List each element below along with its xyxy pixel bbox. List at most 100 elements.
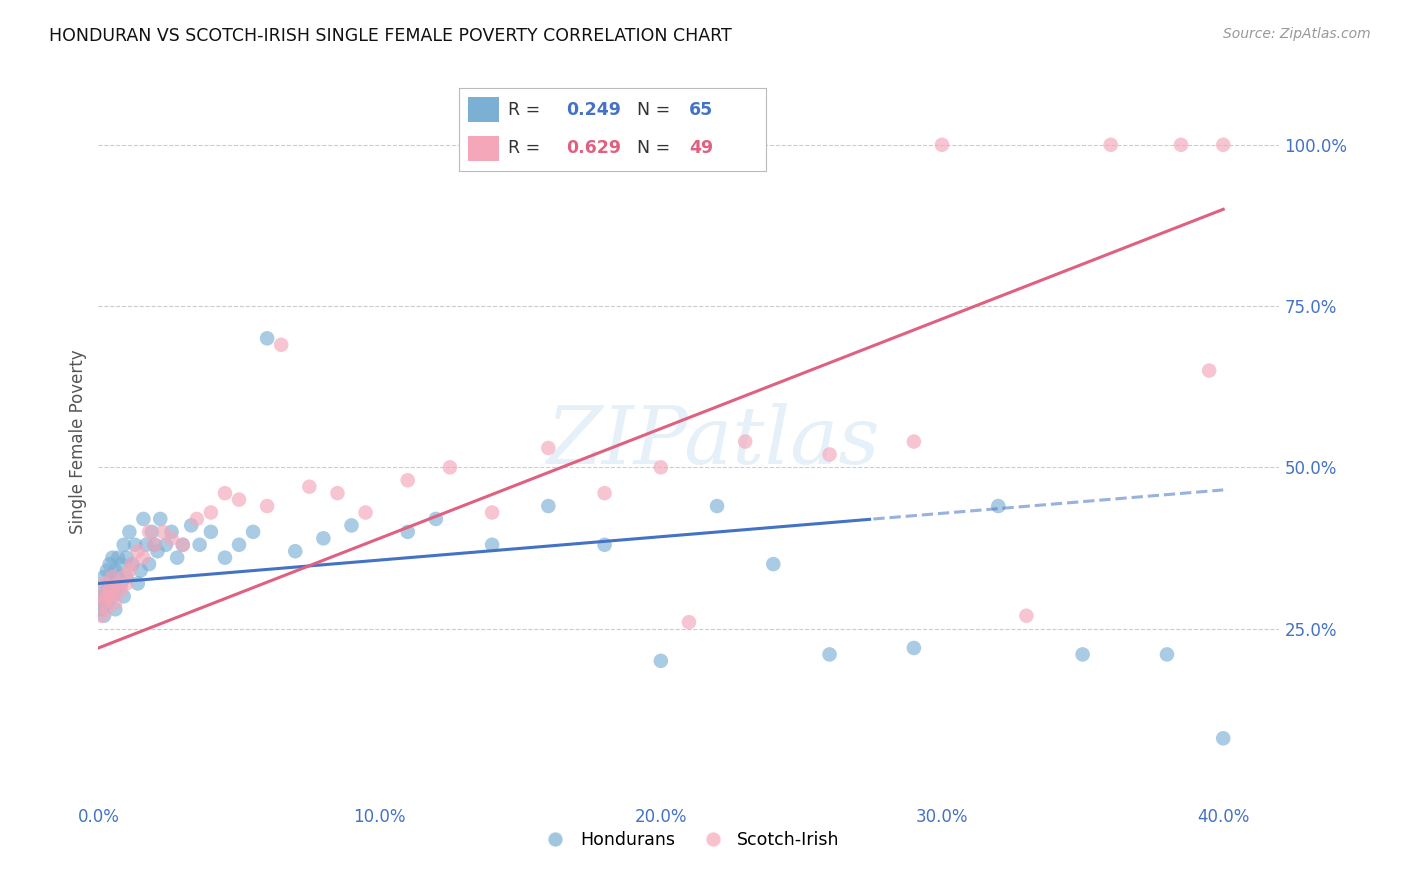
Point: [98, 557, 121, 571]
Point: [1099, 137, 1122, 152]
Point: [101, 590, 124, 604]
Point: [987, 499, 1010, 513]
Point: [112, 590, 135, 604]
Point: [256, 331, 278, 345]
Point: [593, 486, 616, 500]
Point: [90, 590, 112, 604]
Point: [425, 512, 447, 526]
Point: [172, 538, 194, 552]
Point: [98, 576, 121, 591]
Point: [96, 590, 118, 604]
Point: [270, 338, 292, 352]
Point: [101, 590, 124, 604]
Point: [93, 608, 115, 623]
Point: [110, 582, 132, 597]
Point: [931, 137, 953, 152]
Point: [101, 570, 124, 584]
Point: [650, 654, 672, 668]
Point: [228, 538, 250, 552]
Point: [104, 582, 127, 597]
Point: [396, 473, 419, 487]
Point: [110, 576, 132, 591]
Point: [121, 557, 143, 571]
Point: [90, 602, 112, 616]
Y-axis label: Single Female Poverty: Single Female Poverty: [69, 350, 87, 533]
Point: [90, 608, 112, 623]
Point: [132, 550, 155, 565]
Point: [90, 596, 112, 610]
Point: [650, 460, 672, 475]
Point: [188, 538, 211, 552]
Point: [180, 518, 202, 533]
Point: [115, 550, 138, 565]
Point: [256, 499, 278, 513]
Point: [93, 570, 115, 584]
Point: [298, 480, 321, 494]
Point: [242, 524, 264, 539]
Point: [112, 570, 135, 584]
Point: [1170, 137, 1192, 152]
Point: [593, 538, 616, 552]
Point: [1156, 648, 1178, 662]
Point: [1071, 648, 1094, 662]
Point: [96, 596, 118, 610]
Point: [326, 486, 349, 500]
Point: [141, 524, 163, 539]
Point: [481, 506, 503, 520]
Point: [127, 544, 149, 558]
Legend: Hondurans, Scotch-Irish: Hondurans, Scotch-Irish: [531, 823, 846, 855]
Point: [340, 518, 363, 533]
Point: [135, 538, 157, 552]
Point: [166, 550, 188, 565]
Point: [104, 596, 127, 610]
Point: [537, 441, 560, 455]
Point: [312, 531, 335, 545]
Point: [138, 524, 160, 539]
Point: [228, 492, 250, 507]
Text: ZIPatlas: ZIPatlas: [546, 403, 879, 480]
Point: [115, 570, 138, 584]
Point: [98, 582, 121, 597]
Point: [96, 564, 118, 578]
Point: [284, 544, 307, 558]
Point: [200, 506, 222, 520]
Point: [152, 524, 174, 539]
Point: [734, 434, 756, 449]
Point: [903, 640, 925, 655]
Point: [160, 524, 183, 539]
Point: [354, 506, 377, 520]
Point: [112, 538, 135, 552]
Point: [149, 512, 172, 526]
Point: [1198, 363, 1220, 377]
Point: [93, 596, 115, 610]
Point: [214, 486, 236, 500]
Point: [762, 557, 785, 571]
Point: [124, 538, 146, 552]
Point: [903, 434, 925, 449]
Point: [121, 557, 143, 571]
Point: [129, 564, 152, 578]
Point: [537, 499, 560, 513]
Point: [132, 512, 155, 526]
Point: [143, 538, 166, 552]
Point: [678, 615, 700, 630]
Point: [439, 460, 461, 475]
Point: [107, 576, 129, 591]
Point: [396, 524, 419, 539]
Point: [93, 590, 115, 604]
Point: [200, 524, 222, 539]
Point: [146, 544, 169, 558]
Point: [110, 557, 132, 571]
Point: [96, 602, 118, 616]
Point: [101, 550, 124, 565]
Point: [127, 576, 149, 591]
Point: [104, 602, 127, 616]
Text: Source: ZipAtlas.com: Source: ZipAtlas.com: [1223, 27, 1371, 41]
Point: [818, 648, 841, 662]
Point: [115, 576, 138, 591]
Point: [104, 564, 127, 578]
Point: [186, 512, 208, 526]
Point: [481, 538, 503, 552]
Point: [107, 550, 129, 565]
Point: [818, 447, 841, 461]
